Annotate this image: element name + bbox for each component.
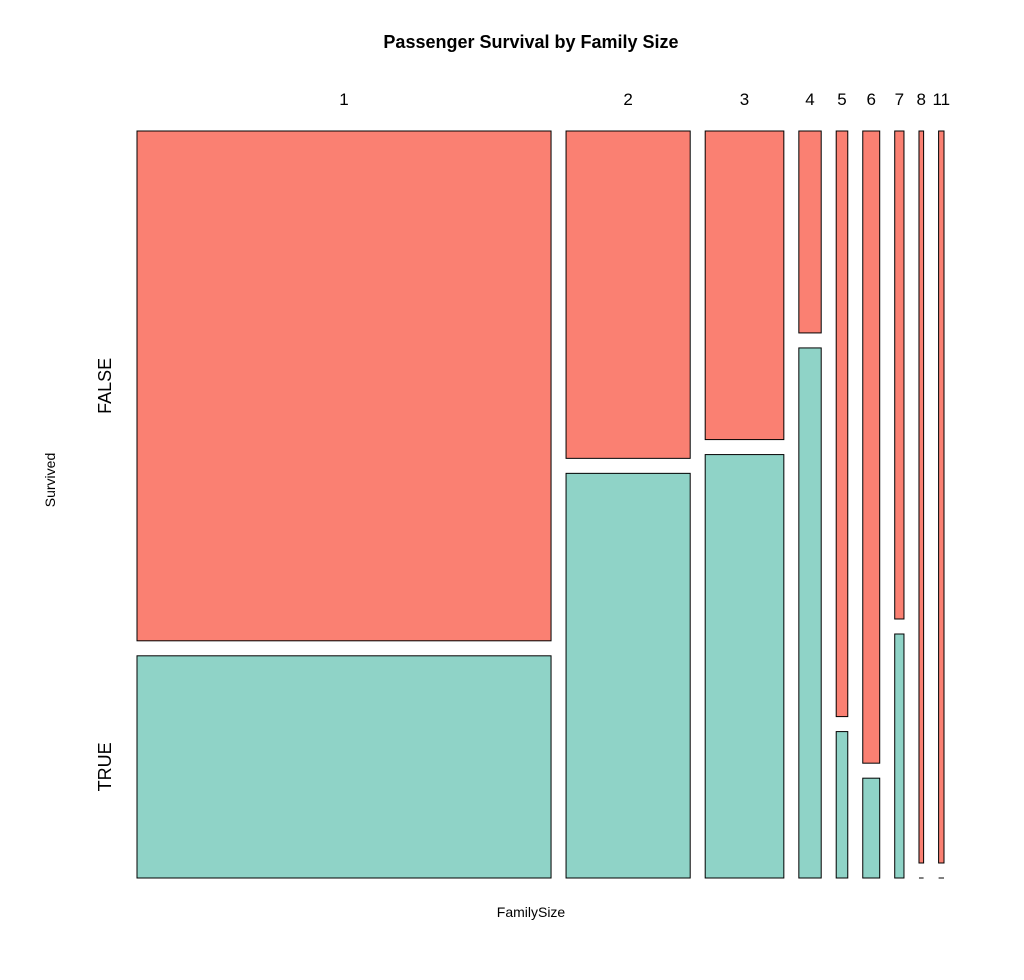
tile-false-1 xyxy=(136,130,552,642)
row-label-true: TRUE xyxy=(95,742,115,791)
y-axis-label: Survived xyxy=(42,453,58,507)
row-label-false: FALSE xyxy=(95,358,115,414)
category-label-6: 6 xyxy=(867,90,876,109)
tile-false-3 xyxy=(704,130,785,441)
tile-false-7 xyxy=(894,130,905,620)
tile-false-5 xyxy=(835,130,849,718)
tile-true-2 xyxy=(565,472,691,879)
tile-false-6 xyxy=(862,130,881,764)
tile-true-1 xyxy=(136,655,552,879)
category-label-4: 4 xyxy=(805,90,814,109)
tile-true-4 xyxy=(798,347,822,879)
category-label-8: 8 xyxy=(917,90,926,109)
plot-area xyxy=(136,130,945,879)
tile-true-3 xyxy=(704,454,785,879)
tile-true-7 xyxy=(894,633,905,879)
tile-true-5 xyxy=(835,731,849,879)
category-label-2: 2 xyxy=(623,90,632,109)
chart-title: Passenger Survival by Family Size xyxy=(383,32,678,52)
tile-false-2 xyxy=(565,130,691,459)
tile-false-8 xyxy=(918,130,925,864)
tile-true-6 xyxy=(862,777,881,879)
tile-false-4 xyxy=(798,130,822,334)
x-axis-label: FamilySize xyxy=(497,904,566,920)
tile-false-11 xyxy=(938,130,945,864)
row-labels: FALSE TRUE xyxy=(95,358,115,792)
category-labels: 1 2 3 4 5 6 7 8 11 xyxy=(339,90,950,109)
category-label-7: 7 xyxy=(895,90,904,109)
category-label-1: 1 xyxy=(339,90,348,109)
category-label-11: 11 xyxy=(932,90,950,109)
category-label-5: 5 xyxy=(837,90,846,109)
category-label-3: 3 xyxy=(740,90,749,109)
